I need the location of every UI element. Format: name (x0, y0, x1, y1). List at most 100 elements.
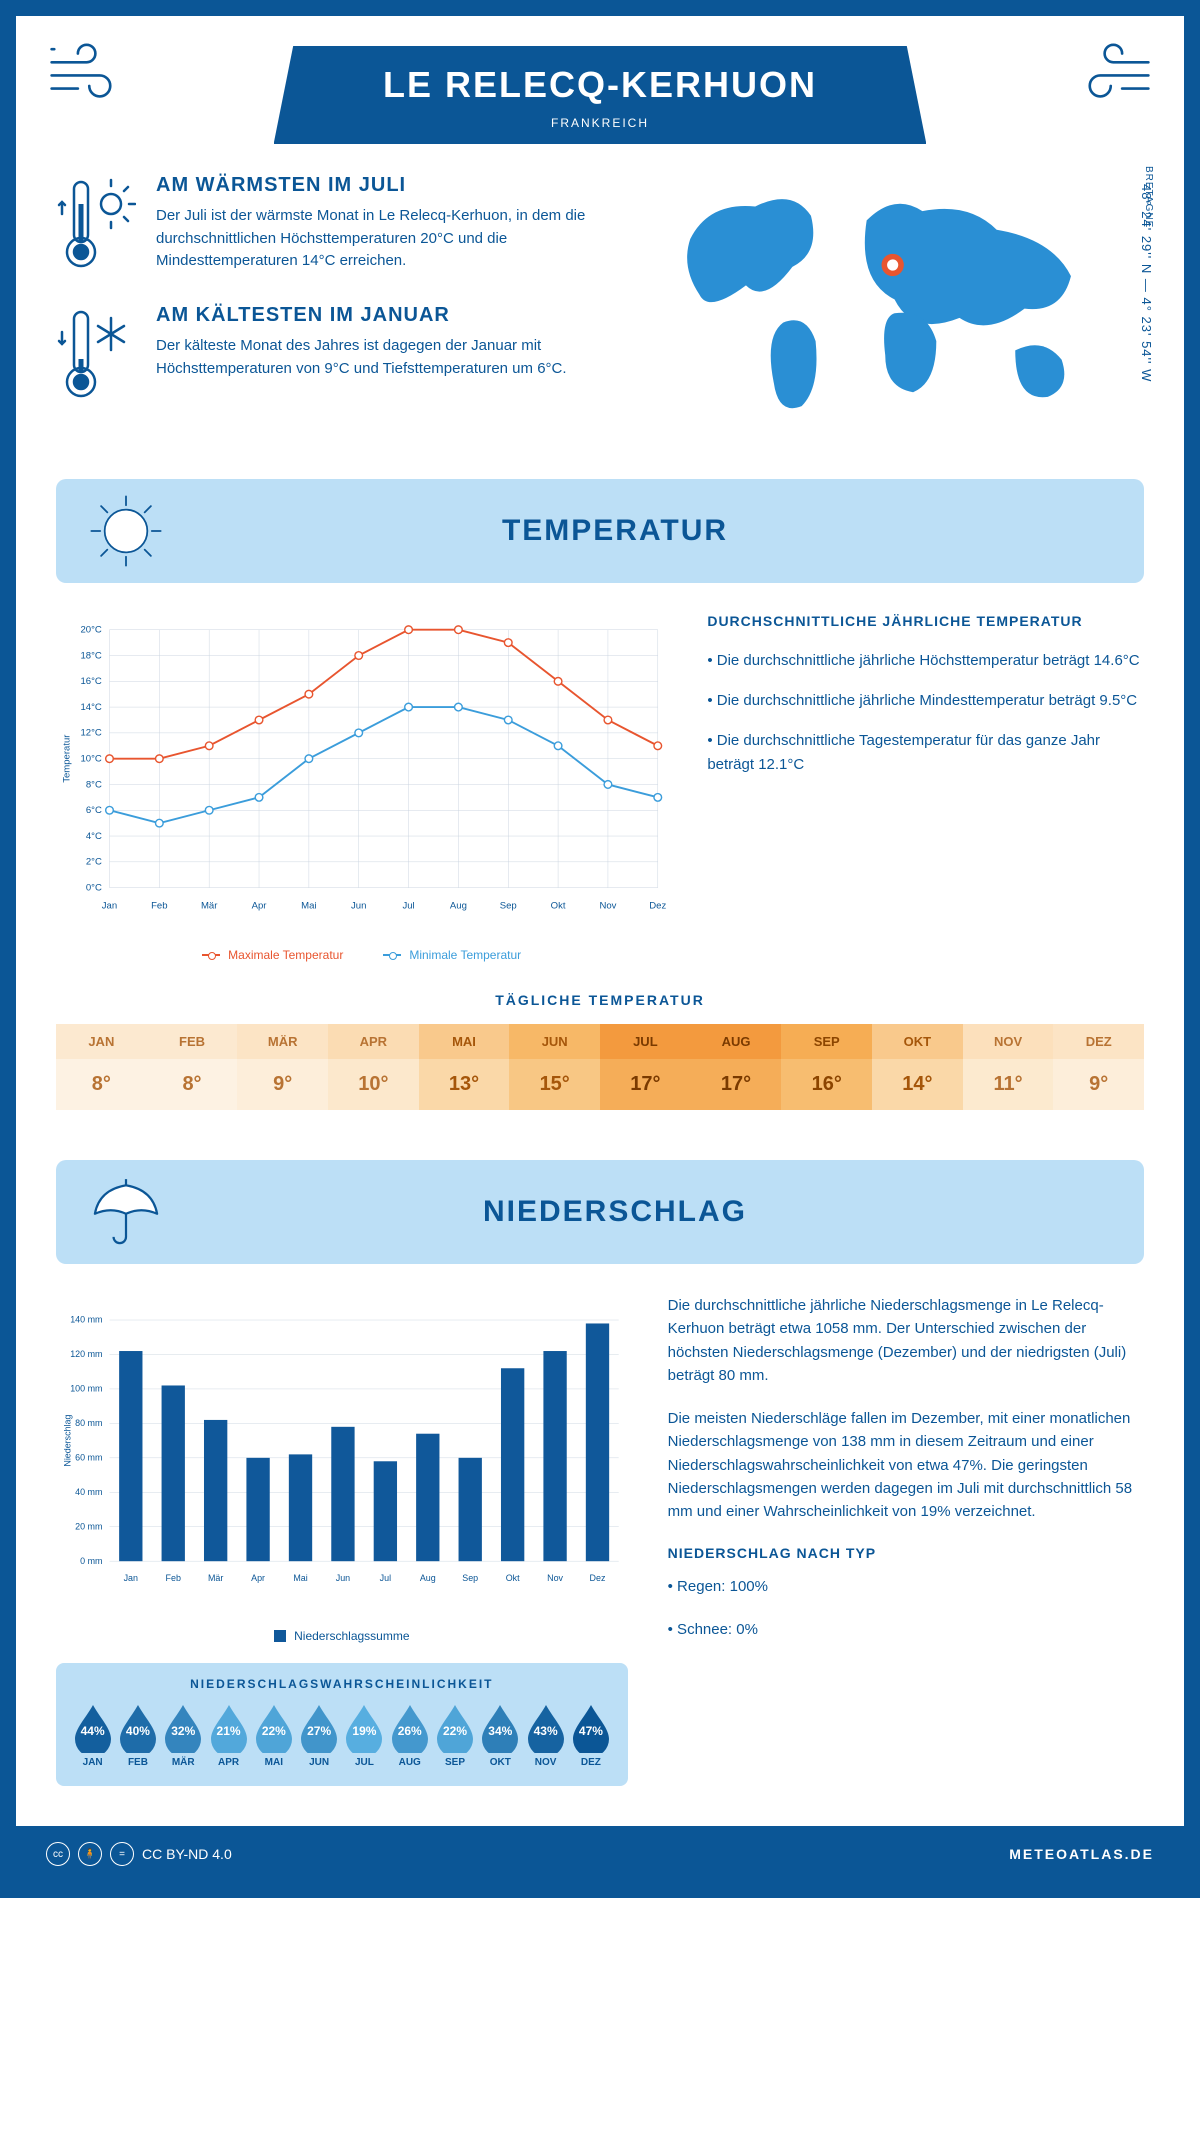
temp-bullet-1: • Die durchschnittliche jährliche Höchst… (707, 649, 1144, 673)
probability-drop: 47%DEZ (570, 1703, 611, 1768)
svg-text:Mai: Mai (301, 901, 316, 912)
svg-text:18°C: 18°C (81, 650, 102, 661)
svg-text:0 mm: 0 mm (80, 1556, 102, 1566)
page-title: LE RELECQ-KERHUON (314, 64, 887, 106)
precip-header: NIEDERSCHLAG (56, 1160, 1144, 1264)
probability-drop: 40%FEB (117, 1703, 158, 1768)
probability-drop: 26%AUG (389, 1703, 430, 1768)
svg-text:Nov: Nov (547, 1573, 563, 1583)
license-text: CC BY-ND 4.0 (142, 1846, 232, 1862)
svg-text:Mär: Mär (201, 901, 218, 912)
precip-text: Die durchschnittliche jährliche Niedersc… (668, 1294, 1144, 1786)
precip-title: NIEDERSCHLAG (196, 1195, 1034, 1229)
daily-cell: OKT 14° (872, 1024, 963, 1110)
coldest-block: AM KÄLTESTEN IM JANUAR Der kälteste Mona… (56, 304, 605, 404)
svg-text:Nov: Nov (599, 901, 616, 912)
daily-temp-table: JAN 8°FEB 8°MÄR 9°APR 10°MAI 13°JUN 15°J… (56, 1024, 1144, 1110)
precip-legend-item: Niederschlagssumme (274, 1629, 409, 1643)
svg-text:6°C: 6°C (86, 805, 102, 816)
probability-drop: 32%MÄR (163, 1703, 204, 1768)
page-root: LE RELECQ-KERHUON FRANKREICH AM WÄRMSTEN… (0, 0, 1200, 1898)
svg-text:14°C: 14°C (81, 702, 102, 713)
legend-min: Minimale Temperatur (383, 948, 521, 962)
world-map-icon (645, 174, 1144, 434)
intro-right: BRETAGNE 48° 24' 29'' N — 4° 23' 54'' W (645, 174, 1144, 439)
warmest-title: AM WÄRMSTEN IM JULI (156, 174, 605, 197)
svg-text:Jan: Jan (102, 901, 117, 912)
svg-text:140 mm: 140 mm (70, 1315, 102, 1325)
brand-label: METEOATLAS.DE (1009, 1846, 1154, 1862)
svg-text:10°C: 10°C (81, 754, 102, 765)
daily-cell: MAI 13° (419, 1024, 510, 1110)
probability-drop: 22%MAI (253, 1703, 294, 1768)
daily-cell: JUL 17° (600, 1024, 691, 1110)
svg-text:40 mm: 40 mm (75, 1487, 102, 1497)
daily-cell: APR 10° (328, 1024, 419, 1110)
daily-cell: MÄR 9° (237, 1024, 328, 1110)
temperature-header: TEMPERATUR (56, 479, 1144, 583)
coldest-text: Der kälteste Monat des Jahres ist dagege… (156, 335, 605, 380)
svg-text:Jan: Jan (124, 1573, 138, 1583)
svg-text:Niederschlag: Niederschlag (62, 1415, 72, 1467)
svg-text:20°C: 20°C (81, 625, 102, 636)
sun-icon (86, 491, 166, 571)
probability-drop: 21%APR (208, 1703, 249, 1768)
svg-text:16°C: 16°C (81, 676, 102, 687)
svg-text:60 mm: 60 mm (75, 1453, 102, 1463)
probability-drop: 19%JUL (344, 1703, 385, 1768)
daily-cell: NOV 11° (963, 1024, 1054, 1110)
precip-bar-chart: 0 mm20 mm40 mm60 mm80 mm100 mm120 mm140 … (56, 1294, 628, 1614)
intro-left: AM WÄRMSTEN IM JULI Der Juli ist der wär… (56, 174, 605, 439)
temperature-text: DURCHSCHNITTLICHE JÄHRLICHE TEMPERATUR •… (707, 613, 1144, 962)
svg-text:Okt: Okt (551, 901, 566, 912)
temp-bullet-3: • Die durchschnittliche Tagestemperatur … (707, 729, 1144, 777)
svg-text:Sep: Sep (462, 1573, 478, 1583)
intro-row: AM WÄRMSTEN IM JULI Der Juli ist der wär… (56, 174, 1144, 439)
svg-text:0°C: 0°C (86, 882, 102, 893)
footer: cc 🧍 = CC BY-ND 4.0 METEOATLAS.DE (16, 1826, 1184, 1882)
svg-text:Jul: Jul (380, 1573, 391, 1583)
precip-type-title: NIEDERSCHLAG NACH TYP (668, 1543, 1144, 1565)
probability-drop: 22%SEP (434, 1703, 475, 1768)
daily-temp-title: TÄGLICHE TEMPERATUR (56, 992, 1144, 1008)
precip-type-rain: • Regen: 100% (668, 1575, 1144, 1598)
license-block: cc 🧍 = CC BY-ND 4.0 (46, 1842, 232, 1866)
svg-text:Mai: Mai (293, 1573, 307, 1583)
probability-title: NIEDERSCHLAGSWAHRSCHEINLICHKEIT (72, 1677, 612, 1691)
nd-icon: = (110, 1842, 134, 1866)
svg-text:Feb: Feb (166, 1573, 181, 1583)
precip-type-snow: • Schnee: 0% (668, 1618, 1144, 1641)
by-icon: 🧍 (78, 1842, 102, 1866)
daily-cell: JAN 8° (56, 1024, 147, 1110)
coordinates: 48° 24' 29'' N — 4° 23' 54'' W (1139, 184, 1154, 382)
legend-max: Maximale Temperatur (202, 948, 343, 962)
warmest-block: AM WÄRMSTEN IM JULI Der Juli ist der wär… (56, 174, 605, 274)
temperature-chart: 0°C2°C4°C6°C8°C10°C12°C14°C16°C18°C20°CJ… (56, 613, 667, 962)
umbrella-icon (86, 1172, 166, 1252)
svg-text:80 mm: 80 mm (75, 1418, 102, 1428)
svg-text:Sep: Sep (500, 901, 517, 912)
temp-text-title: DURCHSCHNITTLICHE JÄHRLICHE TEMPERATUR (707, 613, 1144, 629)
svg-text:120 mm: 120 mm (70, 1349, 102, 1359)
probability-drop: 43%NOV (525, 1703, 566, 1768)
svg-text:12°C: 12°C (81, 728, 102, 739)
svg-text:20 mm: 20 mm (75, 1521, 102, 1531)
svg-text:Jul: Jul (402, 901, 414, 912)
country-label: FRANKREICH (314, 116, 887, 130)
probability-drop: 44%JAN (72, 1703, 113, 1768)
svg-text:8°C: 8°C (86, 779, 102, 790)
header-banner: LE RELECQ-KERHUON FRANKREICH (274, 46, 927, 144)
wind-icon (1064, 36, 1154, 106)
temperature-body: 0°C2°C4°C6°C8°C10°C12°C14°C16°C18°C20°CJ… (56, 613, 1144, 962)
svg-text:Okt: Okt (506, 1573, 520, 1583)
temp-legend: Maximale Temperatur Minimale Temperatur (56, 948, 667, 962)
precip-legend: Niederschlagssumme (56, 1629, 628, 1643)
svg-text:Jun: Jun (351, 901, 366, 912)
probability-box: NIEDERSCHLAGSWAHRSCHEINLICHKEIT 44%JAN40… (56, 1663, 628, 1786)
svg-text:Jun: Jun (336, 1573, 350, 1583)
thermometer-cold-icon (56, 304, 136, 404)
daily-cell: DEZ 9° (1053, 1024, 1144, 1110)
daily-cell: SEP 16° (781, 1024, 872, 1110)
daily-cell: JUN 15° (509, 1024, 600, 1110)
svg-text:Temperatur: Temperatur (61, 734, 72, 783)
